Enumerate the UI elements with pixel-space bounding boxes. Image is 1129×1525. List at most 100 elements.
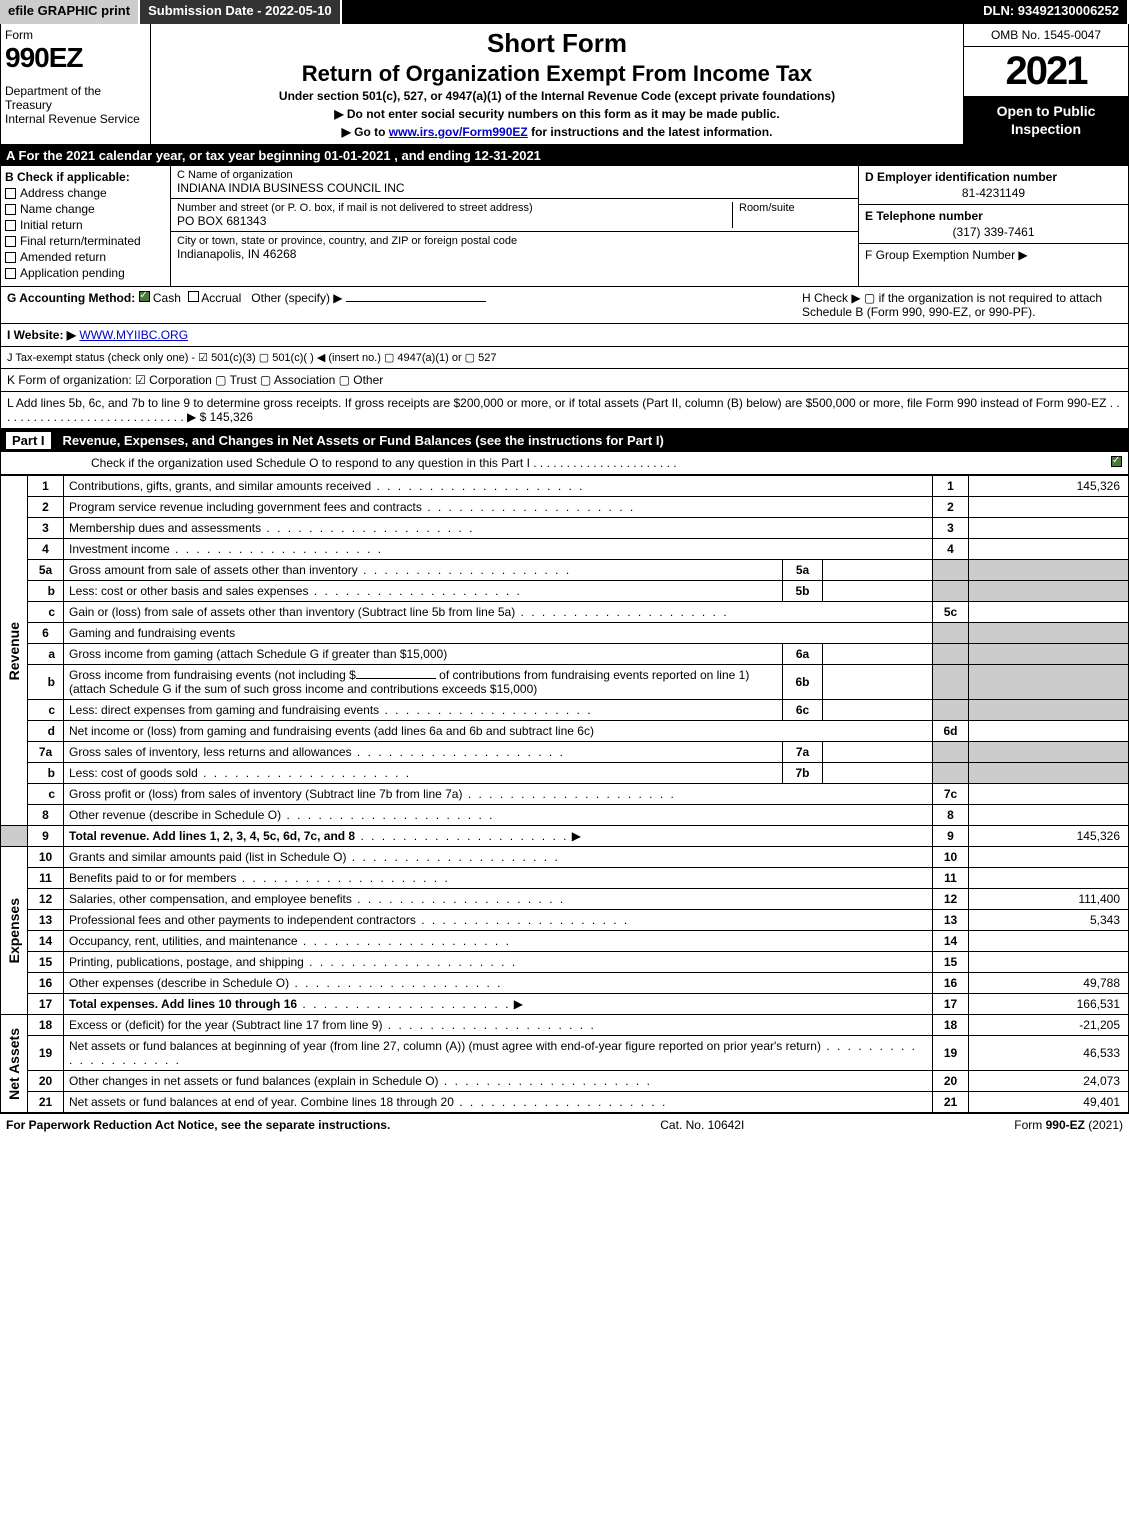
num-col: 3 bbox=[933, 518, 969, 539]
line-no: b bbox=[28, 763, 64, 784]
num-col: 7c bbox=[933, 784, 969, 805]
k-form-org: K Form of organization: ☑ Corporation ▢ … bbox=[0, 369, 1129, 392]
omb-number: OMB No. 1545-0047 bbox=[964, 24, 1128, 47]
line-desc: Gain or (loss) from sale of assets other… bbox=[69, 605, 729, 619]
num-col-shaded bbox=[933, 560, 969, 581]
mid-val bbox=[823, 581, 933, 602]
line-no: 5a bbox=[28, 560, 64, 581]
org-name-row: C Name of organization INDIANA INDIA BUS… bbox=[171, 166, 858, 199]
footer-right-form: 990-EZ bbox=[1046, 1118, 1085, 1132]
line-no: 9 bbox=[28, 826, 64, 847]
checkbox-icon bbox=[5, 252, 16, 263]
amount: -21,205 bbox=[969, 1015, 1129, 1036]
checkbox-icon bbox=[5, 268, 16, 279]
amount: 49,401 bbox=[969, 1092, 1129, 1113]
table-row: 8 Other revenue (describe in Schedule O)… bbox=[1, 805, 1129, 826]
dept-treasury: Department of the Treasury bbox=[5, 84, 146, 112]
table-row: 6 Gaming and fundraising events bbox=[1, 623, 1129, 644]
table-row: 14 Occupancy, rent, utilities, and maint… bbox=[1, 931, 1129, 952]
g-other-blank bbox=[346, 301, 486, 302]
g-h-row: G Accounting Method: Cash Accrual Other … bbox=[0, 287, 1129, 324]
cb-label: Final return/terminated bbox=[20, 234, 141, 248]
table-row: b Gross income from fundraising events (… bbox=[1, 665, 1129, 700]
col-def: D Employer identification number 81-4231… bbox=[858, 166, 1128, 286]
cb-address-change[interactable]: Address change bbox=[5, 186, 166, 200]
num-col: 13 bbox=[933, 910, 969, 931]
line-desc: Gross profit or (loss) from sales of inv… bbox=[69, 787, 676, 801]
table-row: b Less: cost of goods sold 7b bbox=[1, 763, 1129, 784]
amount bbox=[969, 868, 1129, 889]
room-label: Room/suite bbox=[739, 202, 852, 214]
irs-link[interactable]: www.irs.gov/Form990EZ bbox=[389, 125, 528, 139]
checkbox-icon bbox=[188, 291, 199, 302]
line-no: d bbox=[28, 721, 64, 742]
netassets-v-label: Net Assets bbox=[1, 1015, 28, 1113]
amount bbox=[969, 721, 1129, 742]
line-desc: Program service revenue including govern… bbox=[69, 500, 635, 514]
group-exemption-label: F Group Exemption Number ▶ bbox=[865, 248, 1122, 262]
num-col: 1 bbox=[933, 476, 969, 497]
num-col-shaded bbox=[933, 623, 969, 644]
dln: DLN: 93492130006252 bbox=[975, 0, 1129, 24]
submission-date: Submission Date - 2022-05-10 bbox=[140, 0, 342, 24]
line-no: 6 bbox=[28, 623, 64, 644]
amount: 46,533 bbox=[969, 1036, 1129, 1071]
line-desc: Salaries, other compensation, and employ… bbox=[69, 892, 565, 906]
footer-right: Form 990-EZ (2021) bbox=[1014, 1118, 1123, 1132]
table-row: Revenue 1 Contributions, gifts, grants, … bbox=[1, 476, 1129, 497]
amount bbox=[969, 602, 1129, 623]
amount-shaded bbox=[969, 763, 1129, 784]
line-desc: Grants and similar amounts paid (list in… bbox=[69, 850, 560, 864]
cb-label: Application pending bbox=[20, 266, 125, 280]
line-no: c bbox=[28, 700, 64, 721]
num-col: 19 bbox=[933, 1036, 969, 1071]
cb-final-return[interactable]: Final return/terminated bbox=[5, 234, 166, 248]
line-no: b bbox=[28, 665, 64, 700]
checkbox-checked-icon bbox=[1111, 456, 1122, 467]
subtitle: Under section 501(c), 527, or 4947(a)(1)… bbox=[157, 89, 957, 103]
website-link[interactable]: WWW.MYIIBC.ORG bbox=[79, 328, 188, 342]
table-row: 19 Net assets or fund balances at beginn… bbox=[1, 1036, 1129, 1071]
entity-block: B Check if applicable: Address change Na… bbox=[0, 166, 1129, 287]
table-row: d Net income or (loss) from gaming and f… bbox=[1, 721, 1129, 742]
table-row: 11 Benefits paid to or for members 11 bbox=[1, 868, 1129, 889]
main-title: Return of Organization Exempt From Incom… bbox=[157, 61, 957, 87]
line-desc: Gross income from gaming (attach Schedul… bbox=[69, 647, 447, 661]
mid-val bbox=[823, 700, 933, 721]
street-value: PO BOX 681343 bbox=[177, 214, 732, 228]
cb-label: Name change bbox=[20, 202, 95, 216]
num-col: 16 bbox=[933, 973, 969, 994]
cb-amended-return[interactable]: Amended return bbox=[5, 250, 166, 264]
table-row: 4 Investment income 4 bbox=[1, 539, 1129, 560]
line-no: c bbox=[28, 602, 64, 623]
l-gross-receipts: L Add lines 5b, 6c, and 7b to line 9 to … bbox=[0, 392, 1129, 429]
amount: 24,073 bbox=[969, 1071, 1129, 1092]
line-desc: Net assets or fund balances at beginning… bbox=[69, 1039, 917, 1067]
table-row: Net Assets 18 Excess or (deficit) for th… bbox=[1, 1015, 1129, 1036]
amount bbox=[969, 931, 1129, 952]
line-desc: Printing, publications, postage, and shi… bbox=[69, 955, 517, 969]
cb-name-change[interactable]: Name change bbox=[5, 202, 166, 216]
header-center: Short Form Return of Organization Exempt… bbox=[151, 24, 963, 144]
ein-label: D Employer identification number bbox=[865, 170, 1122, 184]
table-row: 16 Other expenses (describe in Schedule … bbox=[1, 973, 1129, 994]
cb-application-pending[interactable]: Application pending bbox=[5, 266, 166, 280]
mid-col: 5b bbox=[783, 581, 823, 602]
footer: For Paperwork Reduction Act Notice, see … bbox=[0, 1113, 1129, 1136]
g-other: Other (specify) ▶ bbox=[251, 291, 342, 305]
amount: 145,326 bbox=[969, 826, 1129, 847]
revenue-v-label: Revenue bbox=[1, 476, 28, 826]
l-text: L Add lines 5b, 6c, and 7b to line 9 to … bbox=[7, 396, 1120, 424]
org-name: INDIANA INDIA BUSINESS COUNCIL INC bbox=[177, 181, 852, 195]
num-col: 9 bbox=[933, 826, 969, 847]
num-col: 14 bbox=[933, 931, 969, 952]
amount-shaded bbox=[969, 665, 1129, 700]
form-word: Form bbox=[5, 28, 146, 42]
cb-initial-return[interactable]: Initial return bbox=[5, 218, 166, 232]
amount-shaded bbox=[969, 742, 1129, 763]
amount-shaded bbox=[969, 644, 1129, 665]
street-label: Number and street (or P. O. box, if mail… bbox=[177, 202, 732, 214]
table-row: 17 Total expenses. Add lines 10 through … bbox=[1, 994, 1129, 1015]
g-accrual: Accrual bbox=[201, 291, 241, 305]
line-desc: Other expenses (describe in Schedule O) bbox=[69, 976, 502, 990]
